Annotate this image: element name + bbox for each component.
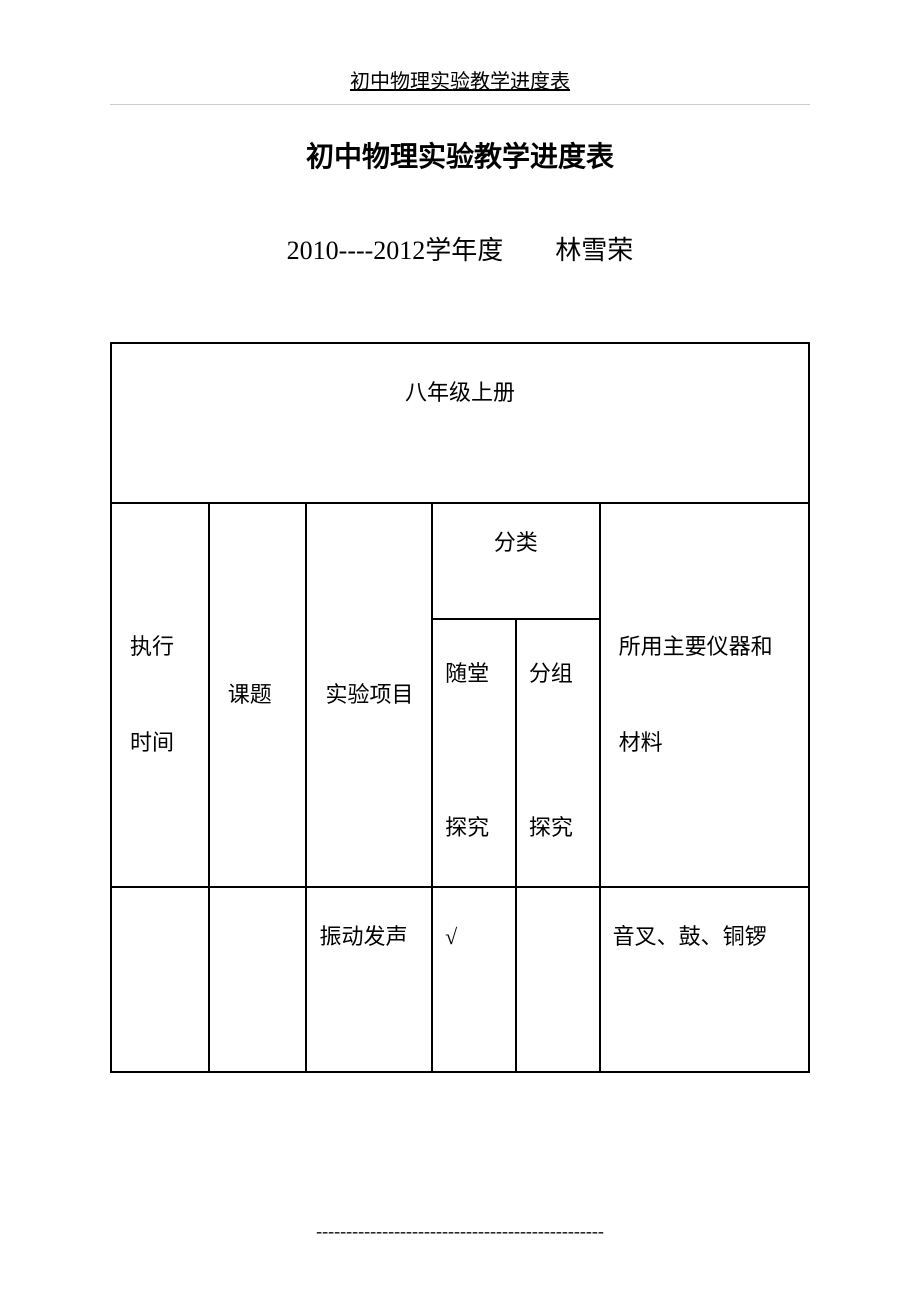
col-header-topic: 课题 <box>209 503 307 886</box>
col-header-cat1: 随堂 探究 <box>432 619 516 887</box>
footer-dashes: ----------------------------------------… <box>0 1221 920 1242</box>
cell-project: 振动发声 <box>306 887 432 1072</box>
sub-title: 2010----2012学年度 林雪荣 <box>0 230 920 267</box>
col-header-project: 实验项目 <box>306 503 432 886</box>
col-header-materials: 所用主要仪器和 材料 <box>600 503 809 886</box>
page-header: 初中物理实验教学进度表 <box>110 0 810 105</box>
grade-title-cell: 八年级上册 <box>111 343 809 503</box>
cell-topic <box>209 887 307 1072</box>
table-row: 振动发声 √ 音叉、鼓、铜锣 <box>111 887 809 1072</box>
materials-label: 所用主要仪器和 材料 <box>619 634 773 756</box>
table-row: 八年级上册 <box>111 343 809 503</box>
cat2-label: 分组 探究 <box>529 661 573 840</box>
cell-cat2 <box>516 887 600 1072</box>
table-row: 执行 时间 课题 实验项目 分类 所用主要仪器和 材料 <box>111 503 809 618</box>
cell-cat1: √ <box>432 887 516 1072</box>
exec-time-label: 执行 时间 <box>130 634 174 756</box>
col-header-category: 分类 <box>432 503 600 618</box>
col-header-cat2: 分组 探究 <box>516 619 600 887</box>
cell-materials: 音叉、鼓、铜锣 <box>600 887 809 1072</box>
table-container: 八年级上册 执行 时间 课题 实验项目 分类 所用主要仪器和 材料 随堂 探究 … <box>110 342 810 1073</box>
cell-time <box>111 887 209 1072</box>
schedule-table: 八年级上册 执行 时间 课题 实验项目 分类 所用主要仪器和 材料 随堂 探究 … <box>110 342 810 1073</box>
cat1-label: 随堂 探究 <box>445 661 489 840</box>
main-title: 初中物理实验教学进度表 <box>0 135 920 175</box>
col-header-time: 执行 时间 <box>111 503 209 886</box>
